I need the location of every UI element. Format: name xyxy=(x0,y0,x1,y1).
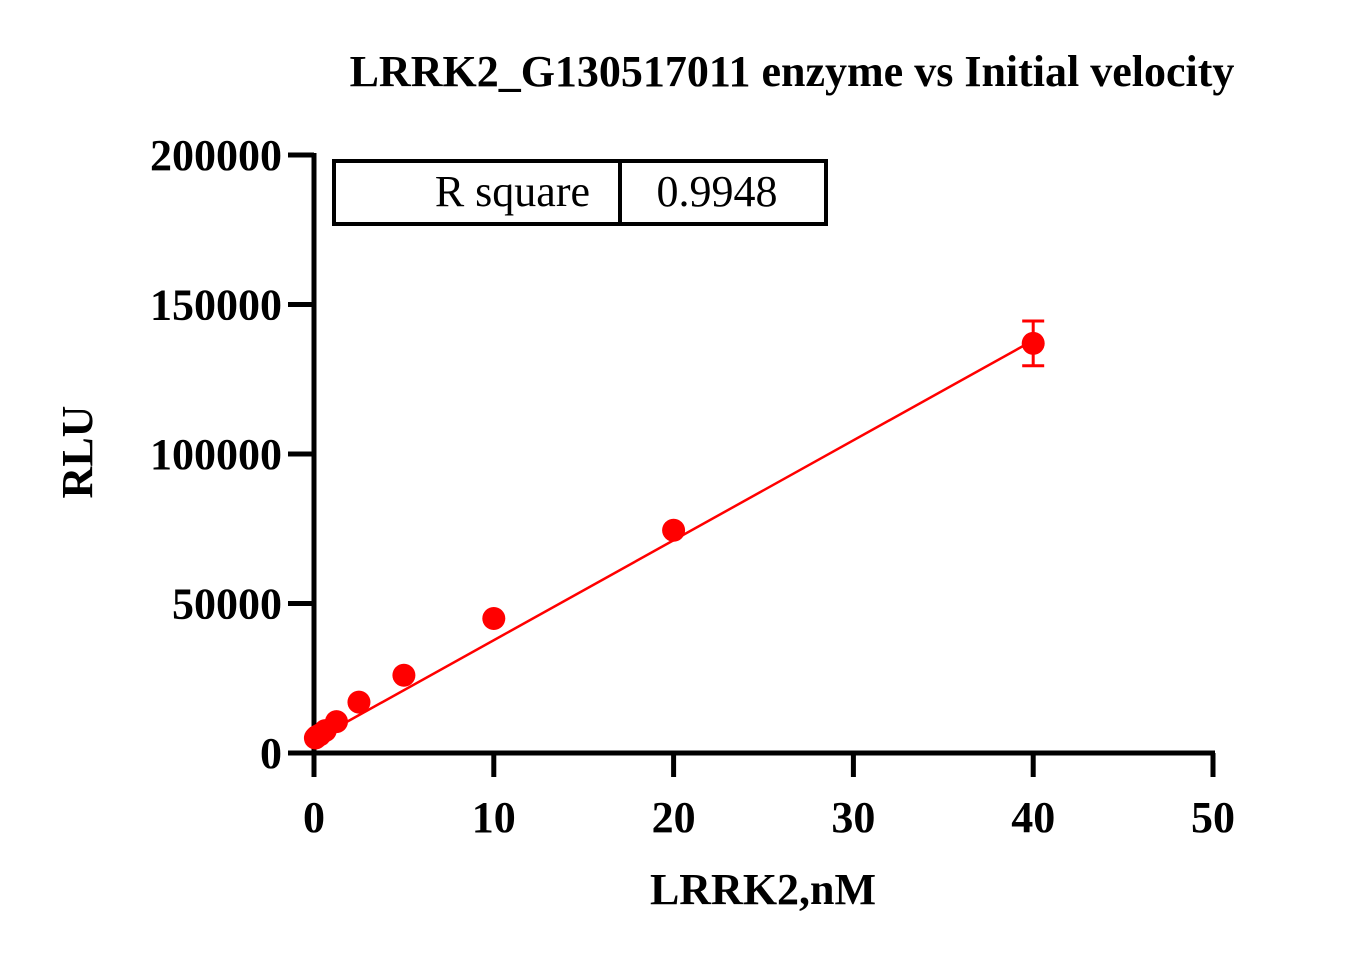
y-tick-label: 50000 xyxy=(172,580,282,629)
y-tick-label: 100000 xyxy=(150,430,282,479)
x-axis-label: LRRK2,nM xyxy=(650,865,876,914)
y-axis-ticks: 0 50000 100000 150000 200000 xyxy=(150,131,314,778)
x-tick-label: 0 xyxy=(303,793,325,842)
data-point xyxy=(482,606,506,630)
stats-table: R square 0.9948 xyxy=(332,159,828,226)
y-tick-label: 200000 xyxy=(150,131,282,180)
data-points-layer xyxy=(303,319,1045,750)
data-point xyxy=(347,690,371,714)
y-tick-label: 0 xyxy=(260,729,282,778)
data-point xyxy=(662,518,686,542)
stats-table-border xyxy=(332,159,828,226)
stats-value: 0.9948 xyxy=(657,167,778,216)
stats-label: R square xyxy=(435,167,590,216)
x-tick-label: 10 xyxy=(472,793,516,842)
y-axis-label: RLU xyxy=(53,406,102,499)
chart-title: LRRK2_G130517011 enzyme vs Initial veloc… xyxy=(350,47,1235,96)
data-point xyxy=(392,663,416,687)
y-tick-label: 150000 xyxy=(150,281,282,330)
x-tick-label: 50 xyxy=(1191,793,1235,842)
data-point xyxy=(324,710,348,734)
x-tick-label: 30 xyxy=(831,793,875,842)
x-tick-label: 40 xyxy=(1011,793,1055,842)
data-point xyxy=(1021,331,1045,355)
x-axis-ticks: 0 10 20 30 40 50 xyxy=(303,753,1235,842)
x-tick-label: 20 xyxy=(652,793,696,842)
